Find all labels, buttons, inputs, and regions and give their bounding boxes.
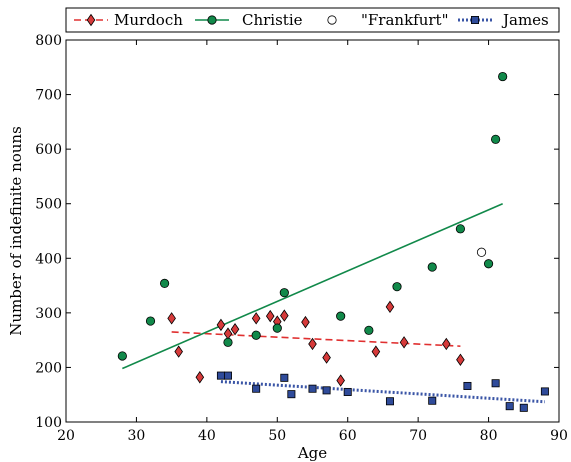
legend-label-murdoch: Murdoch <box>114 11 183 29</box>
murdoch-point <box>280 309 289 322</box>
christie-point <box>272 323 282 333</box>
christie-point <box>392 282 402 292</box>
christie-point <box>279 288 289 298</box>
murdoch-point <box>265 309 275 323</box>
james-point <box>463 381 472 390</box>
y-tick-label: 700 <box>35 88 62 104</box>
murdoch-point <box>442 337 451 351</box>
murdoch-point <box>216 318 226 332</box>
legend-label-james: James <box>501 11 549 29</box>
legend-marker-murdoch <box>86 13 96 27</box>
christie-point <box>251 330 261 340</box>
murdoch-point <box>308 337 317 351</box>
james-point <box>223 371 232 380</box>
christie-point <box>336 311 346 321</box>
x-tick-label: 70 <box>409 428 427 444</box>
fit-line-murdoch <box>171 331 461 347</box>
x-tick-label: 90 <box>550 428 568 444</box>
christie-point <box>160 278 170 288</box>
murdoch-point <box>456 353 465 366</box>
james-point <box>216 371 225 380</box>
x-tick-label: 50 <box>268 428 286 444</box>
christie-point <box>455 224 465 234</box>
y-tick-label: 400 <box>35 251 62 267</box>
x-tick-label: 80 <box>480 428 498 444</box>
plot-frame <box>65 39 560 423</box>
murdoch-point <box>399 336 409 349</box>
x-tick-label: 60 <box>339 428 357 444</box>
james-point <box>491 379 500 388</box>
christie-point <box>223 337 233 347</box>
y-axis-label: Number of indefinite nouns <box>7 126 25 336</box>
james-point <box>519 403 528 412</box>
christie-point <box>117 351 127 361</box>
james-point <box>322 386 331 395</box>
james-point <box>280 373 289 382</box>
james-point <box>385 397 394 406</box>
frankfurt-point <box>476 247 487 257</box>
fit-lines <box>122 202 546 404</box>
christie-point <box>427 262 437 272</box>
murdoch-point <box>371 345 381 358</box>
legend-marker-james <box>470 15 479 24</box>
data-points <box>117 71 549 412</box>
christie-point <box>483 259 494 269</box>
y-tick-label: 500 <box>35 197 62 213</box>
james-point <box>343 387 352 396</box>
murdoch-point <box>336 374 345 387</box>
christie-point <box>491 134 501 144</box>
axis-ticks: 20 30 40 50 60 70 80 90 100 200 300 400 500 600 700 800 <box>35 33 568 444</box>
x-tick-label: 30 <box>128 428 146 444</box>
murdoch-point <box>230 323 240 336</box>
christie-point <box>145 316 156 326</box>
murdoch-point <box>251 312 261 325</box>
x-tick-label: 40 <box>198 428 216 444</box>
plot-area-border <box>65 39 560 423</box>
legend-label-frankfurt: "Frankfurt" <box>361 11 448 29</box>
james-point <box>252 384 261 393</box>
murdoch-point <box>167 312 176 325</box>
christie-point <box>498 71 508 82</box>
y-tick-label: 600 <box>35 142 62 158</box>
murdoch-point <box>174 345 183 358</box>
murdoch-point <box>322 351 331 364</box>
x-axis-label: Age <box>297 444 327 462</box>
legend-label-christie: Christie <box>242 11 303 29</box>
james-point <box>287 390 296 399</box>
y-tick-label: 100 <box>35 415 62 431</box>
x-tick-label: 20 <box>57 428 75 444</box>
fit-line-christie <box>122 202 503 370</box>
y-tick-label: 200 <box>35 360 62 376</box>
james-point <box>505 402 514 411</box>
james-point <box>308 384 317 393</box>
legend: Murdoch Christie "Frankfurt" James <box>65 7 560 33</box>
james-point <box>428 396 437 405</box>
murdoch-point <box>385 300 395 314</box>
murdoch-point <box>223 327 233 340</box>
legend-marker-frankfurt <box>327 15 337 25</box>
james-point <box>540 387 549 396</box>
murdoch-point <box>195 371 205 384</box>
y-tick-label: 300 <box>35 306 62 322</box>
y-tick-label: 800 <box>35 33 62 49</box>
legend-marker-christie <box>207 15 217 25</box>
murdoch-point <box>301 315 310 329</box>
christie-point <box>364 325 374 335</box>
